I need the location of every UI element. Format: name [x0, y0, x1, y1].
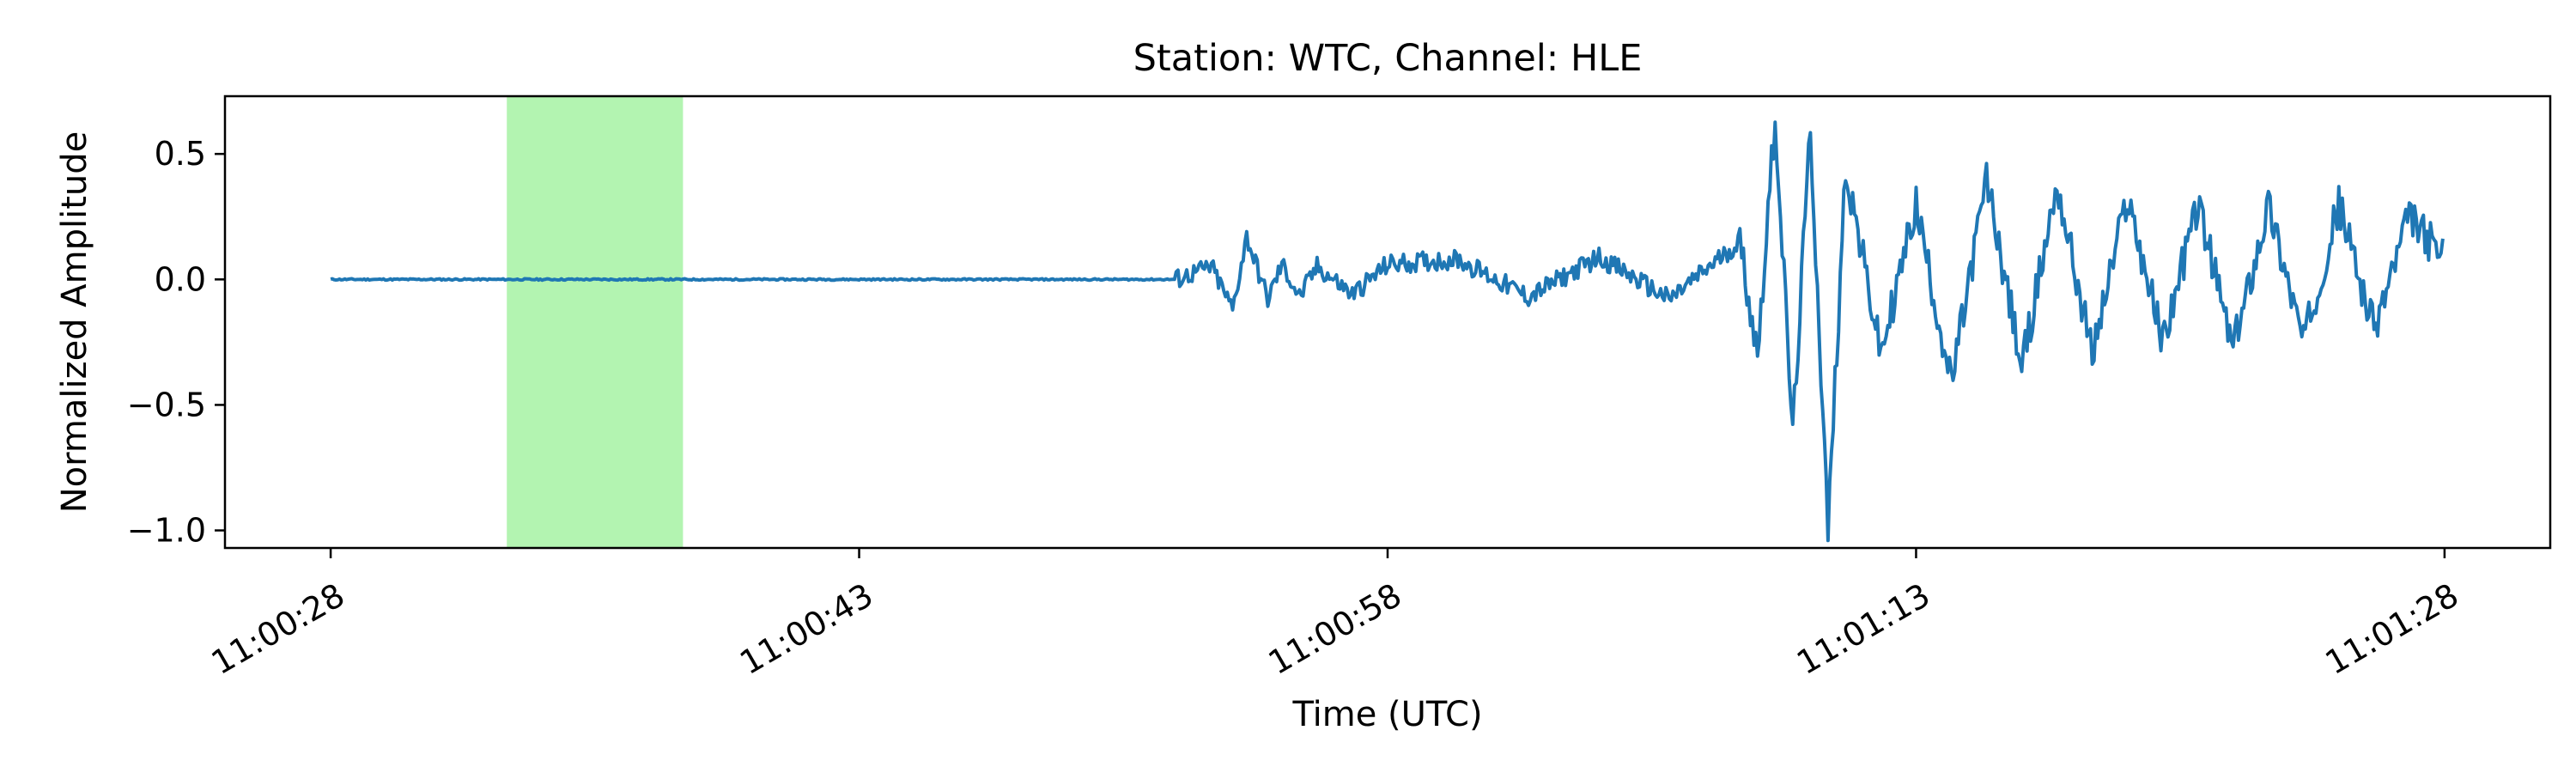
x-tick-label: 11:00:58 [1262, 576, 1408, 682]
y-tick-label: −0.5 [127, 386, 206, 423]
y-tick-label: −1.0 [127, 512, 206, 550]
x-tick-label: 11:01:13 [1790, 576, 1936, 682]
y-axis: 0.5 0.0 −0.5 −1.0 [127, 135, 225, 550]
series-layer [330, 120, 2445, 543]
highlight-window [507, 96, 683, 548]
x-tick-label: 11:01:28 [2319, 576, 2465, 682]
x-axis: 11:00:28 11:00:43 11:00:58 11:01:13 11:01:28 [205, 548, 2465, 682]
waveform-line [330, 120, 2445, 543]
x-tick-label: 11:00:43 [733, 576, 879, 682]
highlight-layer [507, 96, 683, 548]
y-tick-label: 0.0 [155, 260, 206, 298]
x-tick-label: 11:00:28 [205, 576, 351, 682]
y-axis-label: Normalized Amplitude [55, 131, 94, 514]
x-axis-label: Time (UTC) [1291, 695, 1482, 734]
y-tick-label: 0.5 [155, 135, 206, 173]
chart-title: Station: WTC, Channel: HLE [1133, 37, 1643, 80]
